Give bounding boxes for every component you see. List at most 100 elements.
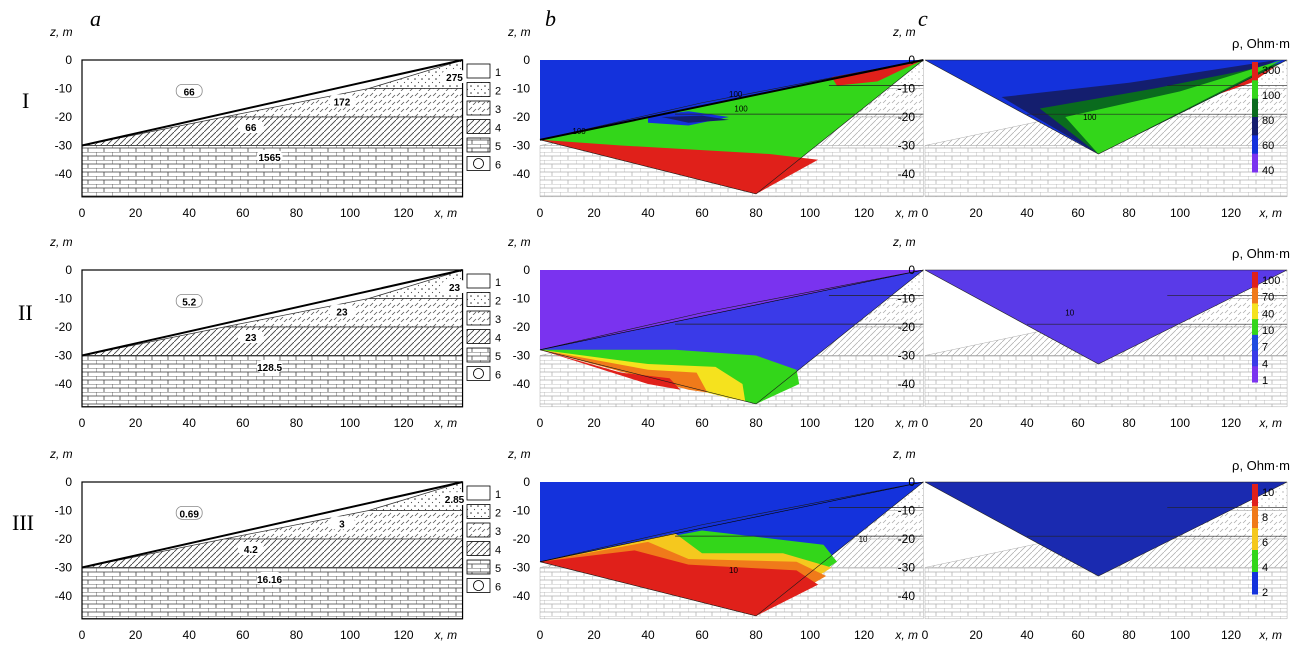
panel-a2-x-tick: 120 — [394, 628, 414, 642]
panel-a1-z-tick: -10 — [55, 292, 73, 306]
colorbar-title: ρ, Ohm·m — [1232, 458, 1290, 473]
contour-label: 10 — [859, 535, 868, 544]
colorbar-segment — [1252, 528, 1258, 551]
panel-a1-z-tick: -30 — [55, 349, 73, 363]
inversion-outline — [924, 269, 1288, 365]
colorbar-segment — [1252, 135, 1258, 155]
panel-a0-x-tick: 120 — [394, 206, 414, 220]
model-resistivity-value: 2.85 — [445, 495, 465, 506]
panel-c1-z-tick: 0 — [908, 263, 915, 277]
colorbar-segment — [1252, 484, 1258, 507]
panel-b2-x-tick: 60 — [695, 628, 709, 642]
panel-b0-x-axis-label: x, m — [894, 206, 918, 220]
colorbar-segment — [1252, 62, 1258, 81]
colorbar-segment — [1252, 80, 1258, 100]
panel-c1-z-tick: -20 — [898, 320, 916, 334]
colorbar-title: ρ, Ohm·m — [1232, 246, 1290, 261]
panel-a2-z-tick: 0 — [65, 475, 72, 489]
panel-b1-x-tick: 60 — [695, 416, 709, 430]
panel-c1-x-tick: 40 — [1020, 416, 1034, 430]
panel-c0-z-tick: -10 — [898, 82, 916, 96]
legend-swatch — [466, 504, 491, 519]
panel-a2-z-tick: -20 — [55, 532, 73, 546]
slope-surface-line — [81, 269, 463, 357]
colorbar-segment — [1252, 572, 1258, 595]
inversion-zone-red — [540, 139, 819, 194]
legend-item-label: 6 — [495, 160, 501, 172]
panel-c2-z-tick: -30 — [898, 561, 916, 575]
panel-a2-x-tick: 40 — [183, 628, 197, 642]
panel-c2-x-tick: 60 — [1071, 628, 1085, 642]
column-label-a: a — [90, 6, 101, 31]
colorbar-segment — [1252, 350, 1258, 367]
value-label-bg — [328, 94, 355, 108]
value-label-bg — [441, 492, 468, 506]
value-label-bg — [175, 505, 203, 520]
legend-item-label: 5 — [495, 563, 501, 575]
panel-b2-x-axis-label: x, m — [894, 628, 918, 642]
row-label-III: III — [12, 510, 34, 535]
panel-a0-x-tick: 0 — [79, 206, 86, 220]
legend-item-label: 1 — [495, 67, 501, 79]
panel-c1-x-tick: 100 — [1170, 416, 1190, 430]
colorbar-segment — [1252, 153, 1258, 173]
colorbar-tick: 100 — [1262, 275, 1280, 287]
model-resistivity-value: 66 — [184, 87, 196, 98]
panel-c1-z-tick: -30 — [898, 349, 916, 363]
panel-a1-z-tick: -20 — [55, 320, 73, 334]
legend-item-label: 3 — [495, 526, 501, 538]
panel-c0-x-tick: 120 — [1221, 206, 1241, 220]
panel-c2-x-tick: 0 — [922, 628, 929, 642]
contour-label: 10 — [729, 566, 738, 575]
slope-surface-line — [539, 59, 924, 141]
panel-b0-x-tick: 80 — [749, 206, 763, 220]
inversion-outline — [924, 481, 1288, 577]
panel-a0-z-tick: -20 — [55, 110, 73, 124]
panel-b0-x-tick: 120 — [854, 206, 874, 220]
panel-b1-x-tick: 120 — [854, 416, 874, 430]
legend-item-label: 6 — [495, 582, 501, 594]
panel-a1-x-tick: 0 — [79, 416, 86, 430]
panel-a2-x-tick: 60 — [236, 628, 250, 642]
legend-item-label: 1 — [495, 277, 501, 289]
panel-a1-x-axis-label: x, m — [434, 416, 458, 430]
panel-a0-x-axis-label: x, m — [434, 206, 458, 220]
colorbar-tick: 80 — [1262, 115, 1274, 127]
legend-swatch — [466, 329, 491, 344]
legend-item-label: 2 — [495, 86, 501, 98]
panel-b1-x-tick: 80 — [749, 416, 763, 430]
panel-c1-x-tick: 20 — [969, 416, 983, 430]
panel-a2-x-tick: 20 — [129, 628, 143, 642]
legend-value-icon — [473, 580, 484, 591]
panel-a0-z-tick: -10 — [55, 82, 73, 96]
model-resistivity-value: 1565 — [258, 153, 281, 164]
inversion-outline — [924, 59, 1288, 155]
value-label-bg — [237, 541, 264, 555]
legend-swatch — [466, 347, 491, 363]
panel-b2-x-tick: 100 — [800, 628, 820, 642]
inversion-zone-violet — [925, 270, 1288, 365]
panel-b2-x-tick: 120 — [854, 628, 874, 642]
slope-surface-line — [81, 59, 463, 147]
colorbar-segment — [1252, 319, 1258, 336]
panel-frame — [81, 269, 464, 408]
value-label-bg — [237, 119, 264, 133]
panel-b1-z-tick: 0 — [523, 263, 530, 277]
panel-b0-z-tick: -10 — [513, 82, 531, 96]
panel-a2-z-tick: -10 — [55, 504, 73, 518]
panel-a2-x-tick: 100 — [340, 628, 360, 642]
legend-swatch — [466, 541, 491, 556]
colorbar-title: ρ, Ohm·m — [1232, 36, 1290, 51]
panel-c1-x-axis-label: x, m — [1258, 416, 1282, 430]
legend-item-label: 4 — [495, 123, 501, 135]
inversion-zone-green — [1065, 60, 1282, 155]
value-label-bg — [328, 516, 355, 530]
panel-b0-x-tick: 0 — [537, 206, 544, 220]
panel-a1-x-tick: 80 — [290, 416, 304, 430]
panel-frame — [81, 59, 464, 198]
inversion-zone-navy — [661, 115, 729, 123]
value-label-bg — [175, 293, 203, 308]
model-resistivity-value: 23 — [449, 283, 461, 294]
panel-a1-x-tick: 100 — [340, 416, 360, 430]
legend-swatch — [466, 310, 491, 326]
